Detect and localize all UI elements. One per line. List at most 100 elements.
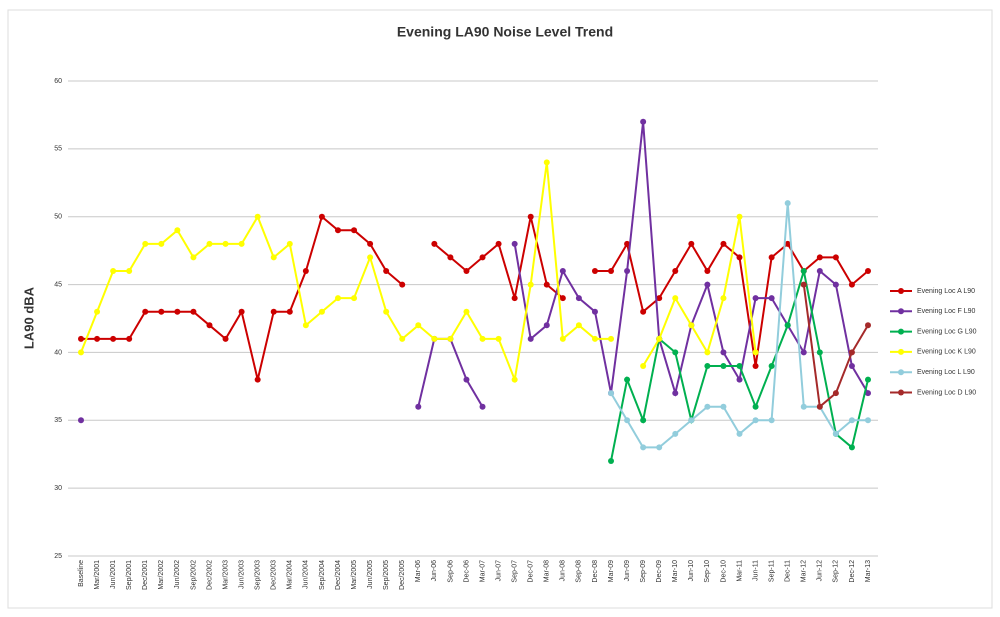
data-point xyxy=(495,240,502,247)
data-point xyxy=(206,240,213,247)
data-point xyxy=(254,376,261,383)
x-tick-label: Jun-08 xyxy=(560,560,567,582)
data-point xyxy=(752,295,759,302)
data-point xyxy=(608,335,615,342)
data-point xyxy=(688,322,695,329)
y-axis-label: LA90 dBA xyxy=(21,286,36,349)
data-point xyxy=(768,417,775,424)
data-point xyxy=(656,295,663,302)
data-point xyxy=(865,376,871,383)
data-point xyxy=(318,308,325,315)
data-point xyxy=(511,376,518,383)
data-point xyxy=(383,308,390,315)
data-point xyxy=(672,349,679,356)
x-tick-label: Mar-09 xyxy=(608,560,615,582)
legend-label: Evening Loc F L90 xyxy=(917,308,975,315)
data-point xyxy=(832,430,839,437)
data-point xyxy=(447,254,454,261)
data-point xyxy=(190,254,197,261)
y-tick-label: 45 xyxy=(54,281,62,288)
data-point xyxy=(656,444,663,451)
data-point xyxy=(608,390,615,397)
data-point xyxy=(174,308,181,315)
data-point xyxy=(608,268,615,274)
series-line xyxy=(80,162,757,384)
data-point xyxy=(94,308,101,315)
data-point xyxy=(752,363,759,369)
x-tick-label: Mar-10 xyxy=(672,560,679,582)
data-point xyxy=(672,430,679,437)
x-tick-label: Sep-12 xyxy=(833,560,840,583)
data-point xyxy=(816,349,823,356)
data-point xyxy=(286,308,293,315)
x-tick-label: Mar-13 xyxy=(865,560,872,582)
data-point xyxy=(222,240,229,247)
x-tick-label: Dec-10 xyxy=(720,560,727,583)
x-tick-label: Dec/2004 xyxy=(335,560,342,590)
data-point xyxy=(78,349,84,356)
data-point xyxy=(704,349,711,356)
data-point xyxy=(511,240,518,247)
legend-label: Evening Loc A L90 xyxy=(917,288,975,295)
x-tick-label: Sep-09 xyxy=(640,560,647,583)
data-point xyxy=(640,417,647,424)
data-point xyxy=(624,417,631,424)
data-point xyxy=(720,403,727,410)
data-point xyxy=(640,444,647,451)
data-point xyxy=(543,322,550,329)
legend-marker xyxy=(898,308,904,315)
y-tick-label: 50 xyxy=(54,214,62,221)
data-point xyxy=(431,240,438,247)
x-tick-label: Mar-08 xyxy=(544,560,551,582)
x-tick-label: Jun/2005 xyxy=(367,560,374,589)
data-point xyxy=(752,403,759,410)
data-point xyxy=(720,349,727,356)
data-point xyxy=(334,227,341,234)
data-point xyxy=(640,363,647,369)
data-point xyxy=(624,376,631,383)
data-point xyxy=(591,268,598,274)
x-tick-label: Dec-09 xyxy=(656,560,663,583)
x-tick-label: Dec/2001 xyxy=(142,560,149,590)
x-tick-label: Dec-07 xyxy=(528,560,535,583)
data-point xyxy=(158,308,165,315)
data-point xyxy=(624,268,631,274)
data-point xyxy=(624,240,631,247)
data-point xyxy=(832,254,839,261)
data-point xyxy=(270,254,277,261)
legend-marker xyxy=(898,348,904,355)
x-tick-label: Sep-08 xyxy=(576,560,583,583)
data-point xyxy=(78,335,84,342)
data-point xyxy=(865,417,871,424)
chart-title: Evening LA90 Noise Level Trend xyxy=(397,24,613,40)
data-point xyxy=(334,295,341,302)
data-point xyxy=(832,281,839,288)
x-tick-label: Dec-06 xyxy=(463,560,470,583)
data-point xyxy=(238,240,245,247)
data-point xyxy=(399,281,406,288)
x-tick-label: Mar/2005 xyxy=(351,560,358,590)
data-point xyxy=(367,254,374,261)
x-tick-label: Mar/2001 xyxy=(94,560,101,590)
data-point xyxy=(656,335,663,342)
chart-frame xyxy=(7,9,993,609)
data-point xyxy=(463,376,470,383)
data-point xyxy=(351,295,358,302)
data-point xyxy=(736,254,743,261)
data-point xyxy=(591,335,598,342)
data-point xyxy=(270,308,277,315)
x-tick-label: Sep-07 xyxy=(511,560,518,583)
data-point xyxy=(126,268,133,274)
legend-marker xyxy=(898,288,904,294)
x-tick-label: Jun-10 xyxy=(688,560,695,582)
x-tick-label: Baseline xyxy=(78,560,85,587)
data-point xyxy=(800,281,807,288)
data-point xyxy=(575,322,582,329)
data-point xyxy=(318,213,325,220)
x-tick-label: Jun/2003 xyxy=(238,560,245,589)
data-point xyxy=(110,335,117,342)
x-tick-label: Dec/2005 xyxy=(399,560,406,590)
x-tick-label: Dec/2002 xyxy=(206,560,213,590)
data-point xyxy=(672,295,679,302)
legend-marker xyxy=(898,369,904,376)
